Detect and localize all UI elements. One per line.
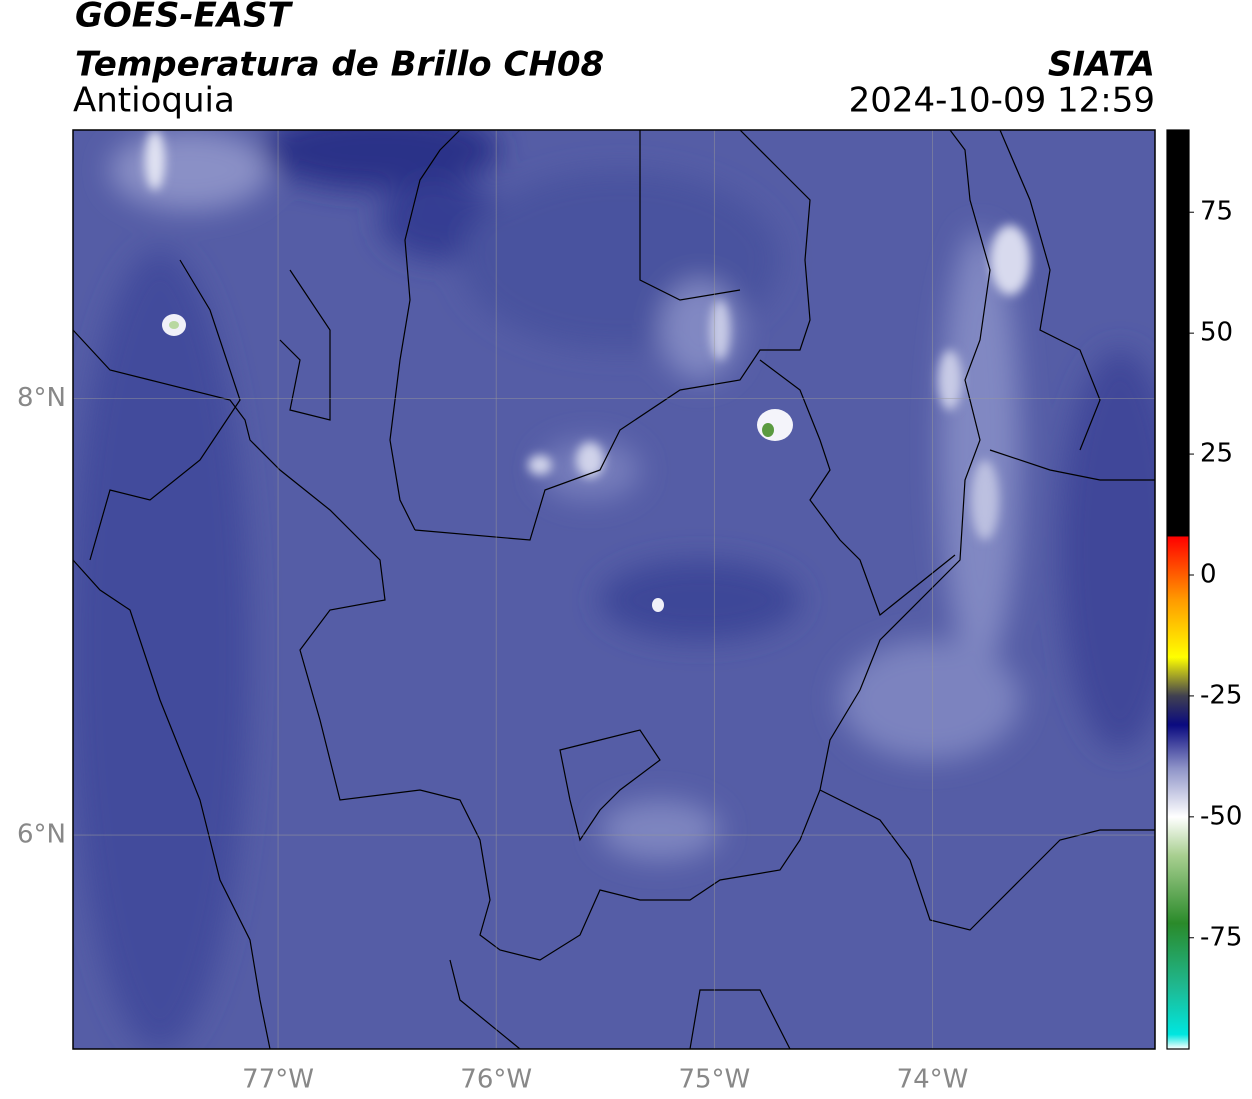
colorbar-tick-label: -25 bbox=[1200, 680, 1242, 710]
colorbar-tick-label: 0 bbox=[1200, 559, 1217, 589]
satellite-image bbox=[73, 130, 1155, 1049]
x-tick-label: 75°W bbox=[678, 1065, 750, 1095]
source: SIATA bbox=[1048, 45, 1155, 85]
title: GOES-EAST bbox=[75, 0, 294, 36]
y-tick-label: 6°N bbox=[17, 820, 66, 850]
timestamp: 2024-10-09 12:59 bbox=[849, 81, 1155, 121]
region: Antioquia bbox=[73, 81, 235, 121]
map-frame bbox=[72, 129, 1156, 1050]
subtitle: Temperatura de Brillo CH08 bbox=[75, 45, 604, 85]
colorbar-tick-label: 75 bbox=[1200, 197, 1233, 227]
grid bbox=[73, 130, 1155, 1049]
colorbar-tick-label: 50 bbox=[1200, 318, 1233, 348]
x-tick-label: 76°W bbox=[460, 1065, 532, 1095]
x-tick-label: 77°W bbox=[242, 1065, 314, 1095]
colorbar bbox=[1166, 129, 1190, 1050]
colorbar-tick-label: -75 bbox=[1200, 922, 1242, 952]
colorbar-tick-label: 25 bbox=[1200, 439, 1233, 469]
y-tick-label: 8°N bbox=[17, 383, 66, 413]
colorbar-tick-label: -50 bbox=[1200, 801, 1242, 831]
x-tick-label: 74°W bbox=[897, 1065, 969, 1095]
